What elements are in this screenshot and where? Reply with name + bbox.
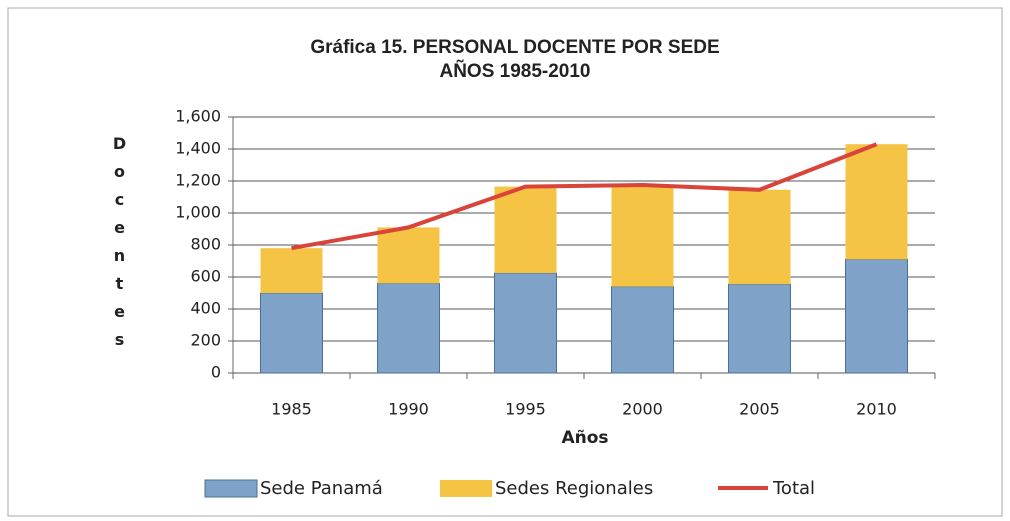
bar [494,186,557,273]
y-tick-label: 0 [211,363,221,382]
y-tick-label: 1,200 [175,171,221,190]
bar [611,286,674,374]
x-tick-label: 2005 [739,400,780,419]
x-axis-label: Años [561,428,608,448]
x-tick-label: 2010 [856,400,897,419]
bar [260,292,323,374]
bar [377,227,440,284]
bar [728,283,791,374]
y-tick-label: 400 [190,299,221,318]
bar [611,185,674,287]
y-tick-label: 1,600 [175,107,221,126]
bar [845,258,908,374]
y-tick-label: 1,400 [175,139,221,158]
y-tick-label: 200 [190,331,221,350]
chart-subtitle: AÑOS 1985-2010 [439,60,590,82]
legend-label: Total [772,478,815,499]
chart-title: Gráfica 15. PERSONAL DOCENTE POR SEDE [310,37,719,58]
x-tick-label: 2000 [622,400,663,419]
bar [845,144,908,260]
y-axis-label: Docentes [110,134,129,358]
x-tick-label: 1990 [388,400,429,419]
line [291,142,878,251]
bar [494,272,557,374]
y-tick-label: 600 [190,267,221,286]
bar [377,282,440,374]
y-tick-label: 800 [190,235,221,254]
legend-swatch [440,480,492,497]
y-tick-label: 1,000 [175,203,221,222]
x-tick-label: 1995 [505,400,546,419]
legend-label: Sede Panamá [260,478,383,499]
bar [728,189,791,285]
bar [260,248,323,293]
legend-swatch [204,479,258,498]
legend-label: Sedes Regionales [495,478,653,499]
x-tick-label: 1985 [271,400,312,419]
